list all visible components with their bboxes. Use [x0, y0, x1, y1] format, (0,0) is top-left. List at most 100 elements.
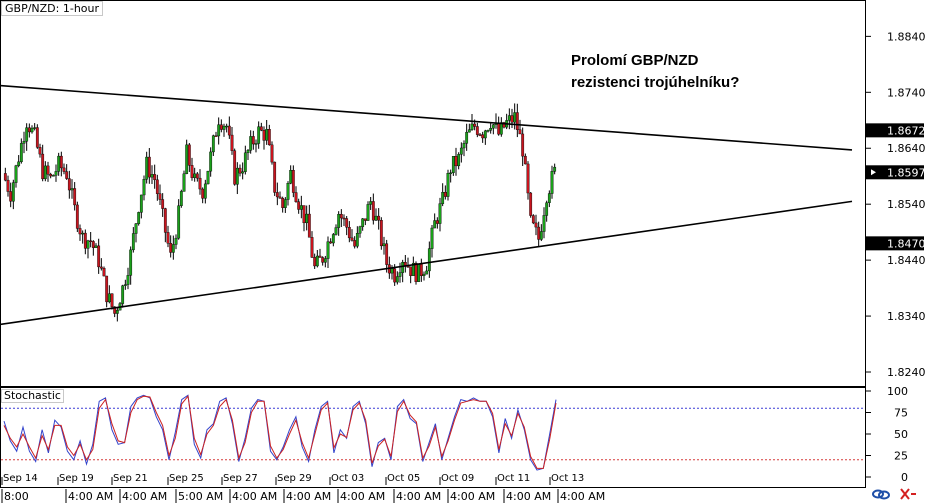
candle-body [350, 237, 354, 241]
candle-body [299, 205, 303, 210]
candle-body [339, 214, 343, 219]
candle-body [73, 188, 77, 206]
close-icon[interactable] [900, 488, 916, 500]
candle-body [182, 173, 186, 192]
candle-body [155, 179, 159, 194]
candle-body [446, 172, 450, 197]
candle-body [371, 201, 375, 221]
candle-body [137, 212, 141, 224]
candle-body [43, 165, 47, 180]
candle-body [417, 264, 421, 282]
date-tick-label: Sep 27 [223, 473, 258, 484]
candle-body [107, 293, 111, 303]
candle-body [307, 213, 311, 238]
date-tick-label: Sep 21 [113, 473, 148, 484]
candle-body [342, 217, 346, 220]
candle-body [409, 266, 413, 276]
candle-body [395, 276, 399, 283]
candle-body [465, 131, 469, 144]
candle-body [198, 177, 202, 190]
candle-body [422, 273, 426, 276]
candle-body [185, 144, 189, 175]
candle-body [230, 134, 234, 151]
candle-body [529, 192, 533, 216]
candle-body [411, 262, 415, 276]
candle-body [65, 171, 69, 179]
candle-body [497, 122, 501, 135]
candle-body [313, 257, 317, 267]
candle-body [217, 124, 221, 137]
price-tick-label: 1.8440 [887, 254, 925, 267]
candle-body [358, 226, 362, 234]
candle-body [150, 174, 154, 178]
candle-body [526, 163, 530, 194]
candle-body [545, 202, 549, 216]
candle-body [281, 198, 285, 208]
time-tick-label: 4:00 AM [340, 490, 385, 503]
candle-body [310, 237, 314, 258]
candle-body [153, 174, 157, 181]
link-icon[interactable] [872, 489, 890, 500]
current-price-arrow-icon [871, 169, 876, 176]
candle-body [17, 161, 21, 166]
time-tick-label: 4:00 AM [450, 490, 495, 503]
candle-body [259, 126, 263, 131]
candle-body [286, 183, 290, 200]
candle-body [142, 179, 146, 196]
candle-body [131, 233, 135, 251]
candle-body [547, 193, 551, 203]
candle-body [75, 204, 79, 229]
candle-body [83, 232, 87, 249]
date-tick-label: Sep 29 [277, 473, 312, 484]
candle-body [438, 203, 442, 224]
candle-body [534, 222, 538, 228]
candle-body [225, 125, 229, 128]
candle-body [537, 226, 541, 240]
candle-body [267, 129, 271, 146]
candle-body [326, 241, 330, 259]
candle-body [449, 172, 453, 174]
candle-body [3, 173, 7, 181]
candle-body [515, 112, 519, 130]
candle-body [57, 155, 61, 172]
candle-body [278, 196, 282, 199]
annotation: Prolomí GBP/NZD rezistenci trojúhelníku? [571, 50, 739, 94]
candle-body [473, 123, 477, 127]
candle-body [195, 173, 199, 179]
candle-body [110, 293, 114, 308]
price-marker-box [866, 236, 924, 251]
candle-body [518, 129, 522, 135]
candle-body [542, 215, 546, 232]
candle-body [91, 241, 95, 248]
candle-body [425, 270, 429, 275]
candle-body [374, 215, 378, 221]
date-tick-label: Oct 09 [441, 473, 474, 484]
candle-body [441, 192, 445, 204]
candle-body [163, 208, 167, 233]
candle-body [337, 214, 341, 228]
candle-body [94, 245, 98, 248]
stochastic-tick-label: 25 [894, 450, 908, 463]
date-tick-label: Sep 25 [169, 473, 204, 484]
price-tick-label: 1.8640 [887, 142, 925, 155]
stochastic-tick-label: 50 [894, 428, 908, 441]
stochastic-pane-border [0, 387, 866, 488]
candle-body [361, 218, 365, 227]
candle-body [27, 127, 31, 133]
candle-body [481, 134, 485, 139]
chart-title: GBP/NZD: 1-hour [1, 1, 104, 16]
price-marker-box [866, 123, 924, 138]
candle-body [49, 174, 53, 177]
candle-body [419, 264, 423, 276]
candle-body [273, 161, 277, 193]
candle-body [187, 144, 191, 166]
candle-body [179, 191, 183, 206]
candle-body [70, 188, 74, 191]
annotation-line-1: Prolomí GBP/NZD [571, 52, 699, 69]
candle-body [158, 193, 162, 200]
price-marker-box [866, 165, 924, 180]
candle-body [145, 156, 149, 180]
candle-body [478, 134, 482, 136]
date-tick-label: Oct 13 [551, 473, 584, 484]
